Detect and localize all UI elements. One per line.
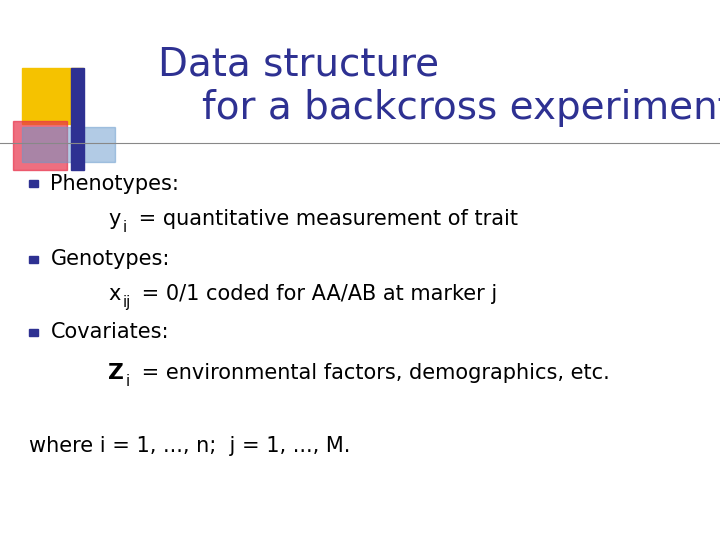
Text: = environmental factors, demographics, etc.: = environmental factors, demographics, e… — [135, 362, 610, 383]
Bar — [29, 180, 38, 187]
Bar — [29, 255, 38, 262]
Bar — [22, 68, 83, 124]
Text: x: x — [108, 284, 120, 305]
Text: i: i — [126, 374, 130, 389]
Text: Covariates:: Covariates: — [50, 322, 169, 342]
Text: for a backcross experiment: for a backcross experiment — [202, 89, 720, 127]
Text: Phenotypes:: Phenotypes: — [50, 173, 179, 194]
Text: ij: ij — [122, 295, 130, 310]
Bar — [71, 68, 84, 170]
Bar — [29, 328, 38, 335]
Text: i: i — [122, 220, 127, 235]
Text: = quantitative measurement of trait: = quantitative measurement of trait — [132, 208, 518, 229]
Bar — [13, 122, 67, 170]
Text: where i = 1, ..., n;  j = 1, ..., M.: where i = 1, ..., n; j = 1, ..., M. — [29, 435, 350, 456]
Text: y: y — [108, 208, 120, 229]
Text: Genotypes:: Genotypes: — [50, 249, 170, 269]
Bar — [22, 127, 115, 162]
Text: = 0/1 coded for AA/AB at marker j: = 0/1 coded for AA/AB at marker j — [135, 284, 498, 305]
Text: Z: Z — [108, 362, 124, 383]
Text: Data structure: Data structure — [158, 46, 439, 84]
